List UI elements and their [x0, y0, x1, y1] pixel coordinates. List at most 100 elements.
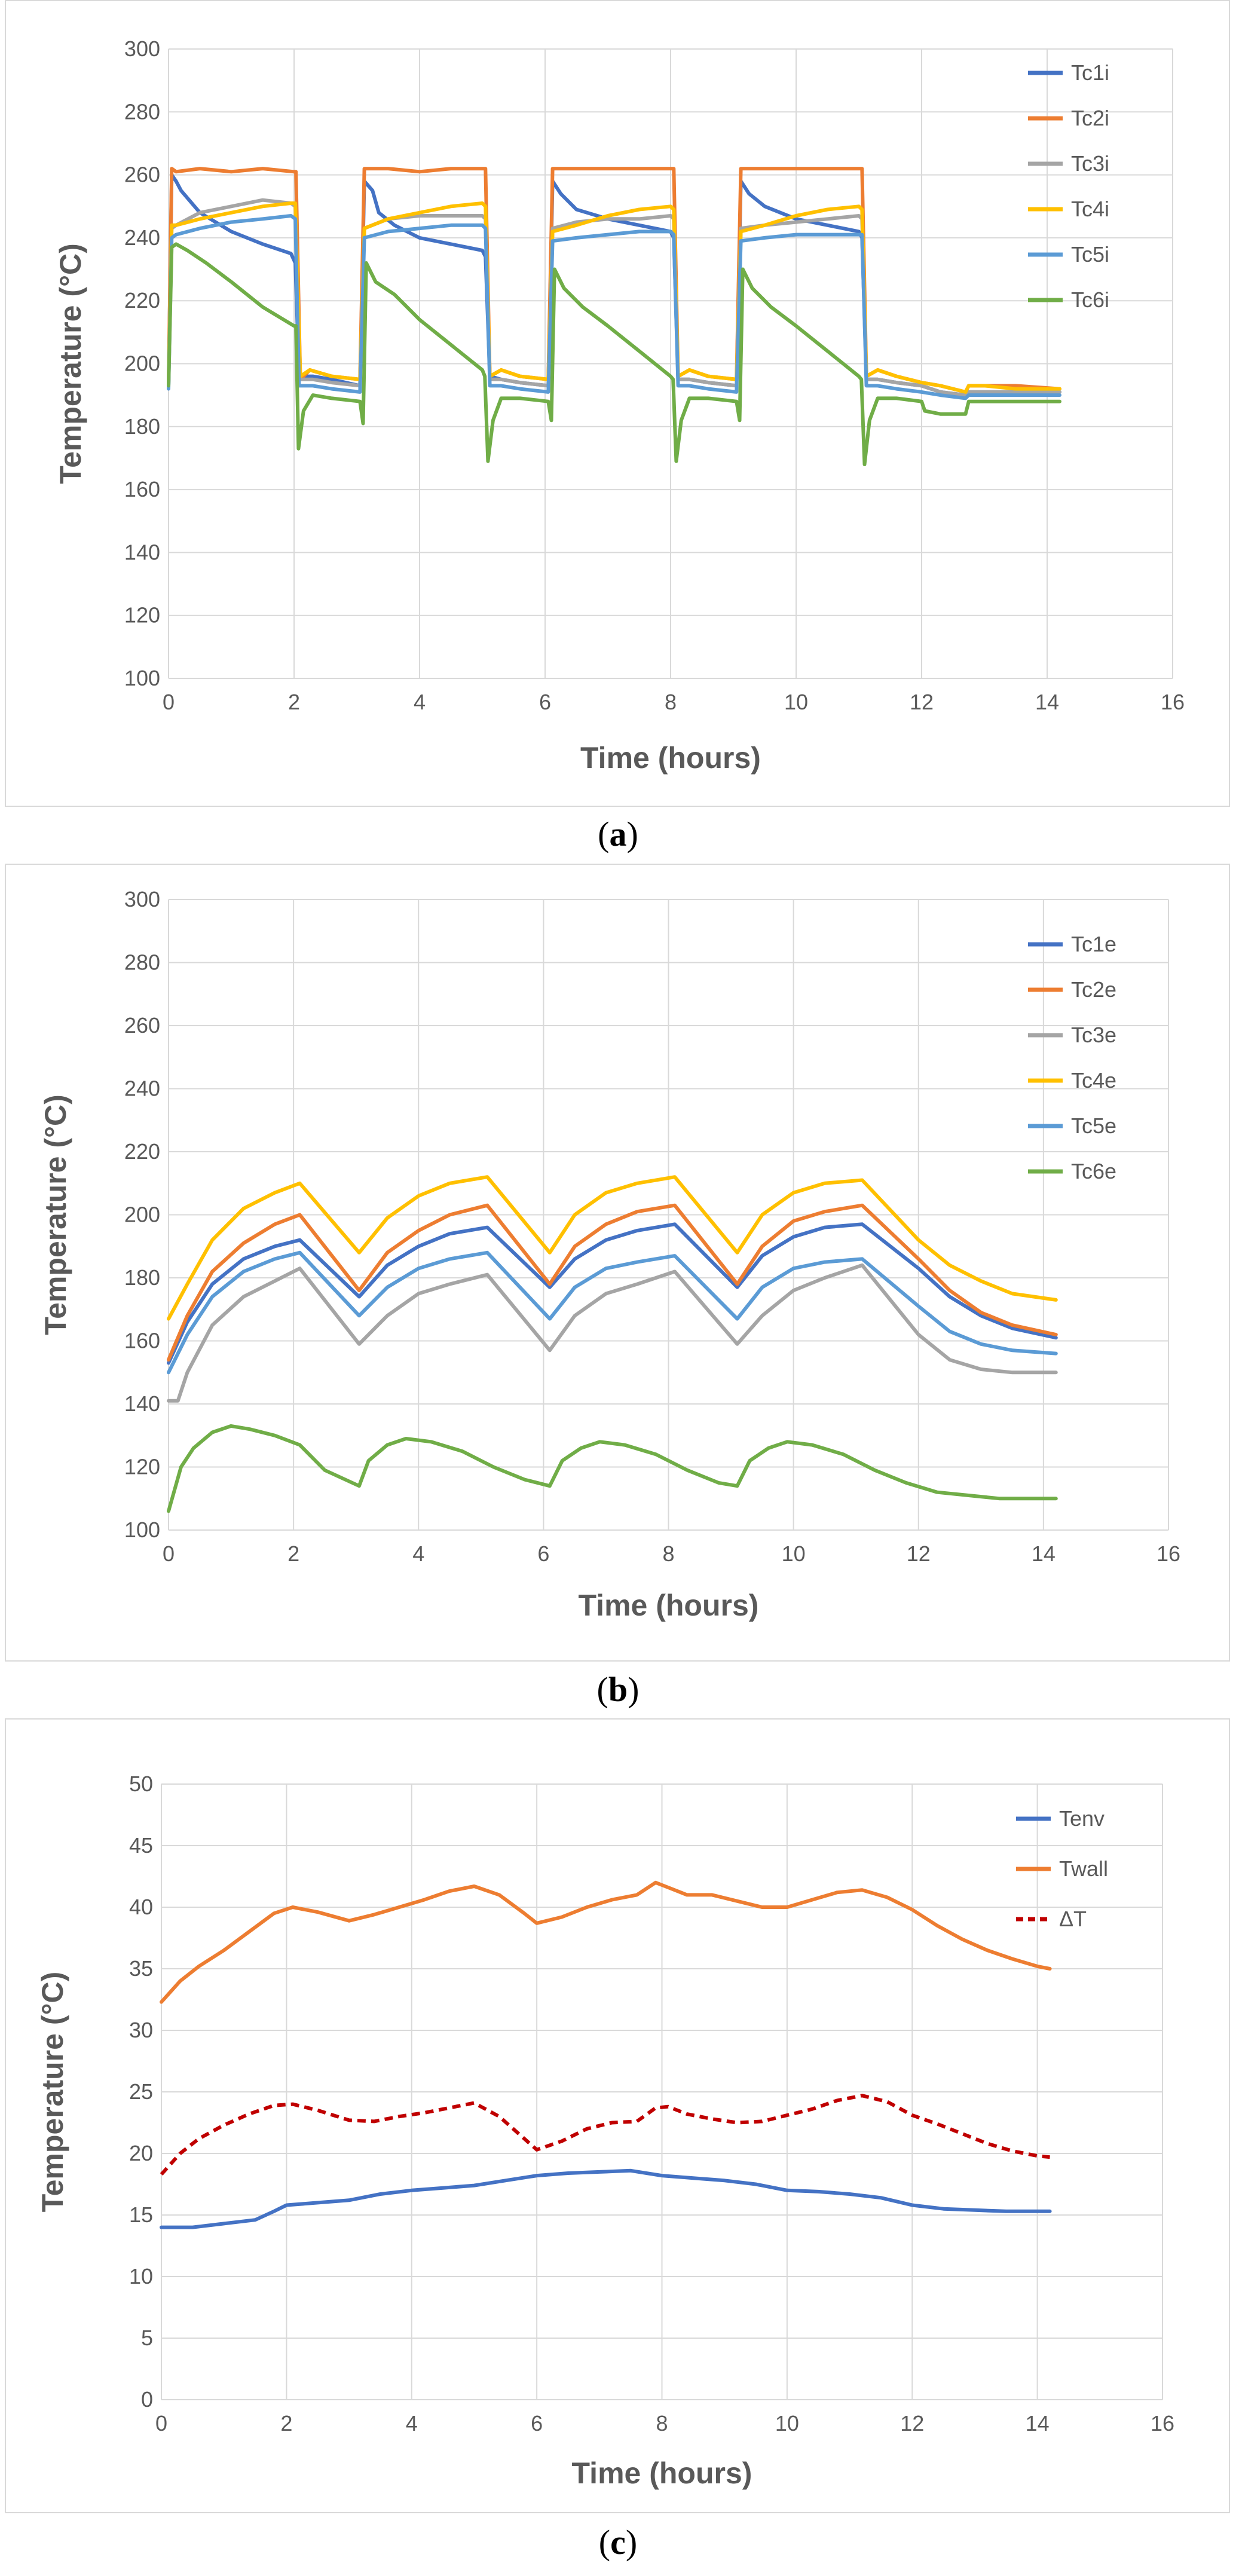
- x-tick-label: 12: [910, 690, 934, 714]
- y-tick-label: 5: [141, 2326, 153, 2350]
- series-line-tc6e: [167, 1424, 1058, 1513]
- x-tick-label: 6: [539, 690, 551, 714]
- y-tick-label: 120: [124, 1455, 160, 1479]
- legend-label: Tenv: [1059, 1806, 1105, 1831]
- y-tick-label: 140: [124, 540, 160, 564]
- y-tick-label: 100: [124, 1518, 160, 1542]
- series-line-tc1i: [167, 173, 1061, 397]
- panel-b: 100 120 140 160 180 200 220 240 260 280 300 0 2 4 6 8 10…: [0, 864, 1236, 1718]
- x-tick-label: 0: [155, 2411, 167, 2436]
- x-axis-title: Time (hours): [579, 1589, 759, 1622]
- legend-label: Tc1e: [1071, 932, 1116, 956]
- x-tick-label: 8: [662, 1541, 674, 1566]
- y-tick-label: 100: [124, 666, 160, 690]
- y-tick-label: 10: [129, 2264, 153, 2289]
- y-tick-label: 160: [124, 477, 160, 501]
- y-tick-label: 45: [129, 1833, 153, 1858]
- y-tick-label: 300: [124, 887, 160, 911]
- series-line-tenv: [160, 2168, 1052, 2229]
- caption-a: (a): [598, 815, 638, 853]
- x-tick-label: 0: [163, 1541, 175, 1566]
- y-axis-title: Temperature (°C): [39, 1094, 72, 1335]
- x-axis-title: Time (hours): [572, 2456, 752, 2490]
- x-tick-label: 4: [414, 690, 426, 714]
- y-tick-label: 20: [129, 2141, 153, 2165]
- caption-c-letter: c: [610, 2523, 626, 2562]
- x-tick-label: 12: [907, 1541, 931, 1566]
- y-tick-label: 300: [124, 36, 160, 61]
- y-tick-label: 180: [124, 1265, 160, 1290]
- x-tick-label: 16: [1157, 1541, 1180, 1566]
- legend-label: Tc5i: [1071, 242, 1109, 267]
- legend-label: Tc3e: [1071, 1023, 1116, 1047]
- series-line-tc5e: [167, 1250, 1058, 1375]
- series-line-tc3e: [167, 1263, 1058, 1403]
- y-tick-label: 35: [129, 1956, 153, 1981]
- chart-a-frame: [5, 0, 1230, 807]
- y-tick-label: 260: [124, 1013, 160, 1038]
- x-tick-label: 0: [163, 690, 175, 714]
- x-tick-label: 2: [288, 690, 300, 714]
- legend-label: ΔT: [1059, 1907, 1087, 1931]
- x-tick-label: 14: [1026, 2411, 1050, 2436]
- x-tick-label: 6: [531, 2411, 543, 2436]
- chart-b-frame: [5, 864, 1230, 1662]
- x-axis-title: Time (hours): [580, 741, 761, 775]
- y-tick-label: 15: [129, 2202, 153, 2227]
- series-line-tc4e: [167, 1175, 1058, 1321]
- chart-c: 0 5 10 15 20 25 30 35 40 45 50 0 2 4 6 8 10 12 14 16 Time (h…: [36, 1772, 1174, 2490]
- y-tick-label: 25: [129, 2079, 153, 2104]
- chart-a: 100 120 140 160 180 200 220 240 260 280 300 0 2 4 6 8 10…: [54, 36, 1185, 775]
- legend-label: Tc6i: [1071, 287, 1109, 312]
- panel-a: 100 120 140 160 180 200 220 240 260 280 300 0 2 4 6 8 10…: [0, 0, 1236, 864]
- x-tick-label: 10: [775, 2411, 799, 2436]
- legend-label: Tc3i: [1071, 151, 1109, 176]
- y-tick-label: 280: [124, 950, 160, 975]
- y-tick-label: 240: [124, 1076, 160, 1101]
- caption-c: (c): [598, 2523, 638, 2562]
- x-tick-label: 14: [1035, 690, 1059, 714]
- legend-label: Tc6e: [1071, 1159, 1116, 1183]
- y-axis-title: Temperature (°C): [54, 243, 87, 484]
- y-tick-label: 50: [129, 1772, 153, 1796]
- x-tick-label: 10: [784, 690, 808, 714]
- y-tick-label: 200: [124, 1203, 160, 1227]
- y-tick-label: 200: [124, 351, 160, 376]
- y-tick-label: 180: [124, 414, 160, 439]
- y-tick-label: 40: [129, 1895, 153, 1919]
- y-tick-label: 220: [124, 288, 160, 313]
- caption-b: (b): [596, 1670, 640, 1709]
- y-tick-label: 260: [124, 163, 160, 187]
- x-tick-label: 2: [287, 1541, 299, 1566]
- y-axis-title: Temperature (°C): [36, 1972, 69, 2212]
- panel-c: 0 5 10 15 20 25 30 35 40 45 50 0 2 4 6 8 10 12 14 16 Time (h…: [0, 1718, 1236, 2576]
- legend-label: Tc1i: [1071, 60, 1109, 85]
- caption-a-letter: a: [609, 815, 627, 853]
- series-line-t: [160, 2094, 1050, 2176]
- y-tick-label: 0: [141, 2387, 153, 2412]
- y-tick-label: 240: [124, 225, 160, 250]
- y-tick-label: 140: [124, 1391, 160, 1416]
- x-tick-label: 10: [782, 1541, 806, 1566]
- x-tick-label: 8: [656, 2411, 668, 2436]
- caption-b-letter: b: [608, 1670, 628, 1709]
- x-tick-label: 4: [412, 1541, 424, 1566]
- y-tick-label: 120: [124, 603, 160, 628]
- legend-label: Tc5e: [1071, 1113, 1116, 1138]
- x-tick-label: 4: [406, 2411, 418, 2436]
- series-line-tc1e: [167, 1222, 1058, 1365]
- series-line-tc3i: [167, 198, 1061, 397]
- legend-label: Twall: [1059, 1856, 1108, 1881]
- x-tick-label: 14: [1032, 1541, 1056, 1566]
- x-tick-label: 12: [900, 2411, 924, 2436]
- legend-label: Tc2e: [1071, 977, 1116, 1002]
- x-tick-label: 8: [665, 690, 677, 714]
- y-tick-label: 280: [124, 99, 160, 124]
- series-line-tc5i: [167, 214, 1061, 400]
- series-line-tc2i: [167, 167, 1061, 394]
- x-tick-label: 6: [537, 1541, 549, 1566]
- x-tick-label: 16: [1151, 2411, 1174, 2436]
- legend-label: Tc2i: [1071, 106, 1109, 130]
- series-line-tc2e: [167, 1203, 1058, 1362]
- legend-label: Tc4e: [1071, 1068, 1116, 1093]
